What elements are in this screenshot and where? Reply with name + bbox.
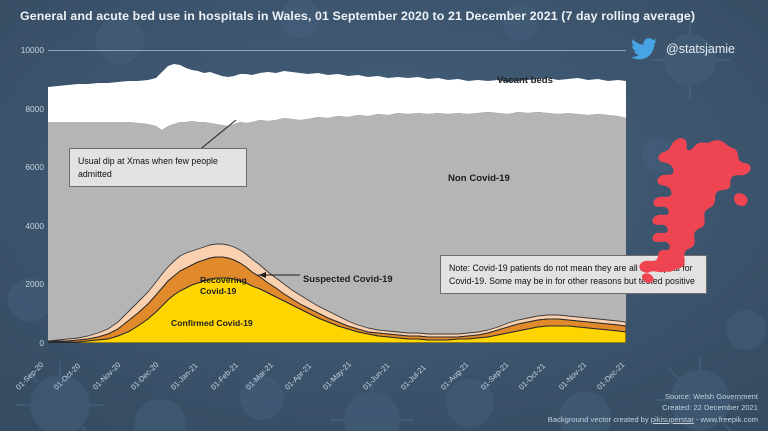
x-tick-2: 01-Nov-20 bbox=[90, 360, 123, 392]
x-tick-14: 01-Nov-21 bbox=[556, 360, 589, 392]
recovering-label-line2: Covid-19 bbox=[200, 286, 237, 296]
series-label-suspected-covid: Suspected Covid-19 bbox=[303, 273, 393, 284]
x-tick-10: 01-Jul-21 bbox=[398, 362, 428, 392]
y-tick-0: 0 bbox=[39, 338, 44, 348]
x-axis: 01-Sep-20 01-Oct-20 01-Nov-20 01-Dec-20 … bbox=[14, 345, 628, 405]
area-vacant-beds bbox=[48, 64, 626, 130]
footer-credit-link[interactable]: pikisuperstar bbox=[650, 414, 694, 424]
twitter-handle: @statsjamie bbox=[666, 42, 735, 56]
series-label-vacant-beds: Vacant beds bbox=[497, 75, 553, 86]
footer-credit-pre: Background vector created by bbox=[547, 414, 651, 424]
y-tick-10000: 10000 bbox=[20, 45, 44, 55]
x-tick-11: 01-Aug-21 bbox=[438, 360, 471, 392]
chart-plot-area bbox=[48, 50, 626, 343]
footer-credit: Background vector created by pikisuperst… bbox=[548, 414, 758, 425]
x-tick-6: 01-Mar-21 bbox=[243, 360, 276, 392]
x-tick-12: 01-Sep-21 bbox=[478, 360, 511, 392]
x-tick-0: 01-Sep-20 bbox=[13, 360, 46, 392]
callout-xmas-dip: Usual dip at Xmas when few people admitt… bbox=[69, 148, 247, 188]
y-tick-4000: 4000 bbox=[25, 220, 44, 231]
twitter-credit: @statsjamie bbox=[631, 38, 735, 60]
footer-created: Created: 22 December 2021 bbox=[662, 403, 758, 413]
x-tick-3: 01-Dec-20 bbox=[128, 360, 161, 392]
y-tick-6000: 6000 bbox=[25, 162, 44, 173]
page-title: General and acute bed use in hospitals i… bbox=[20, 9, 696, 23]
footer-credits: Source: Welsh Government Created: 22 Dec… bbox=[548, 391, 758, 425]
series-label-non-covid: Non Covid-19 bbox=[448, 173, 510, 184]
footer-credit-post: - www.freepik.com bbox=[693, 414, 758, 424]
suspected-leader-line bbox=[258, 272, 300, 278]
footer-source: Source: Welsh Government bbox=[664, 391, 758, 401]
x-tick-5: 01-Feb-21 bbox=[208, 360, 241, 392]
y-tick-8000: 8000 bbox=[25, 103, 44, 114]
series-label-recovering-covid: Recovering Covid-19 bbox=[200, 275, 247, 297]
y-tick-2000: 2000 bbox=[25, 279, 44, 290]
x-tick-13: 01-Oct-21 bbox=[516, 361, 548, 392]
x-tick-8: 01-May-21 bbox=[320, 359, 353, 392]
area-confirmed-covid bbox=[48, 277, 626, 343]
recovering-label-line1: Recovering bbox=[200, 275, 247, 285]
x-tick-9: 01-Jun-21 bbox=[360, 361, 392, 392]
y-axis: 10000 8000 6000 4000 2000 0 bbox=[0, 45, 44, 348]
stacked-area-chart bbox=[48, 50, 626, 343]
x-tick-7: 01-Apr-21 bbox=[282, 361, 314, 392]
x-tick-15: 01-Dec-21 bbox=[594, 360, 627, 392]
series-label-confirmed-covid: Confirmed Covid-19 bbox=[171, 318, 253, 328]
x-tick-1: 01-Oct-20 bbox=[51, 361, 83, 392]
wales-map-graphic bbox=[639, 138, 751, 283]
twitter-bird-icon bbox=[631, 38, 657, 60]
x-tick-4: 01-Jan-21 bbox=[168, 361, 200, 392]
